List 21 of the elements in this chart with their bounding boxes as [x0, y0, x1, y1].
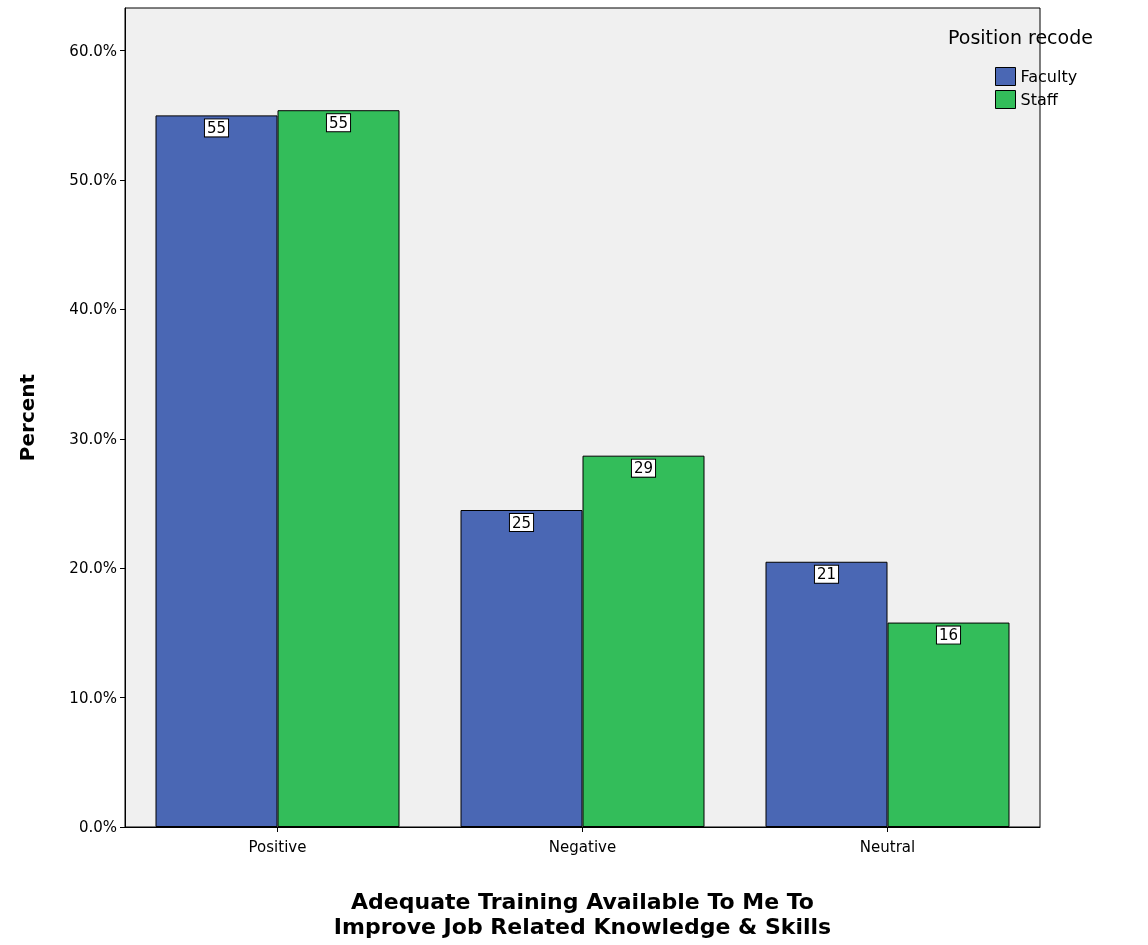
y-axis-title: Percent	[15, 373, 39, 462]
y-tick-label: 0.0%	[78, 818, 117, 836]
x-tick-label: Positive	[248, 837, 307, 856]
y-tick-label: 10.0%	[69, 688, 117, 707]
data-label: 29	[633, 459, 654, 478]
x-axis-title: Adequate Training Available To Me To Improve Job Related Knowledge & Skills	[333, 889, 832, 939]
x-tick-label: Neutral	[859, 837, 916, 856]
x-tick-label: Negative	[548, 837, 617, 856]
y-tick-label: 50.0%	[69, 171, 117, 190]
data-label: 25	[511, 513, 532, 532]
data-label: 55	[328, 113, 349, 132]
data-label: 16	[938, 626, 959, 645]
y-tick-label: 40.0%	[69, 300, 117, 319]
y-tick-label: 60.0%	[69, 41, 117, 60]
legend-label: Faculty	[1020, 67, 1078, 86]
y-tick-label: 20.0%	[69, 559, 117, 578]
y-tick-label: 30.0%	[69, 429, 117, 448]
legend-label: Staff	[1020, 90, 1059, 109]
data-label: 55	[206, 118, 227, 137]
legend-title: Position recode	[948, 25, 1093, 48]
data-label: 21	[816, 565, 837, 584]
